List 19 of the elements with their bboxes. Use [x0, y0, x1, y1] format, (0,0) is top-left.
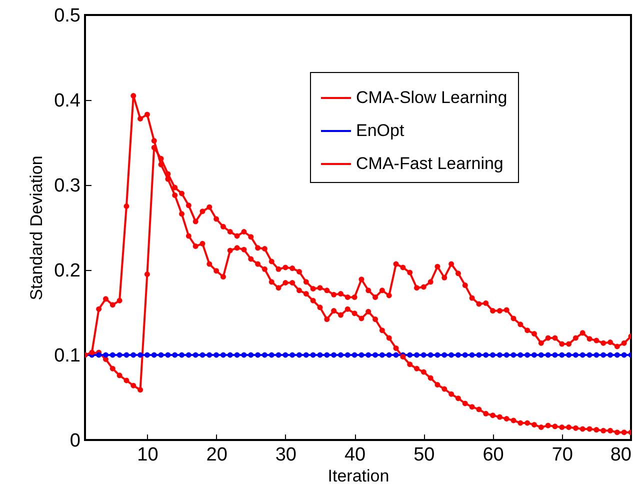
- x-tick-label: 20: [206, 444, 228, 466]
- legend-label: CMA-Fast Learning: [356, 154, 504, 173]
- x-tick-label: 40: [344, 444, 366, 466]
- x-tick-label: 80: [610, 444, 632, 466]
- y-tick-label: 0.2: [54, 260, 80, 282]
- y-tick-label: 0.1: [54, 346, 80, 366]
- x-tick-label: 30: [275, 444, 296, 466]
- x-tick-label: 10: [137, 444, 158, 466]
- y-tick-label: 0.4: [54, 90, 81, 112]
- x-tick-label: 50: [414, 444, 435, 466]
- y-axis-title: Standard Deviation: [27, 156, 46, 300]
- x-axis-title: Iteration: [328, 466, 390, 486]
- legend-label: CMA-Slow Learning: [356, 88, 508, 107]
- x-tick-label: 70: [552, 444, 573, 466]
- y-tick-label: 0.3: [54, 176, 80, 196]
- y-tick-label: 0: [70, 430, 80, 452]
- y-tick-label: 0.5: [54, 6, 80, 26]
- legend-label: EnOpt: [356, 121, 404, 140]
- x-tick-label: 60: [482, 444, 504, 466]
